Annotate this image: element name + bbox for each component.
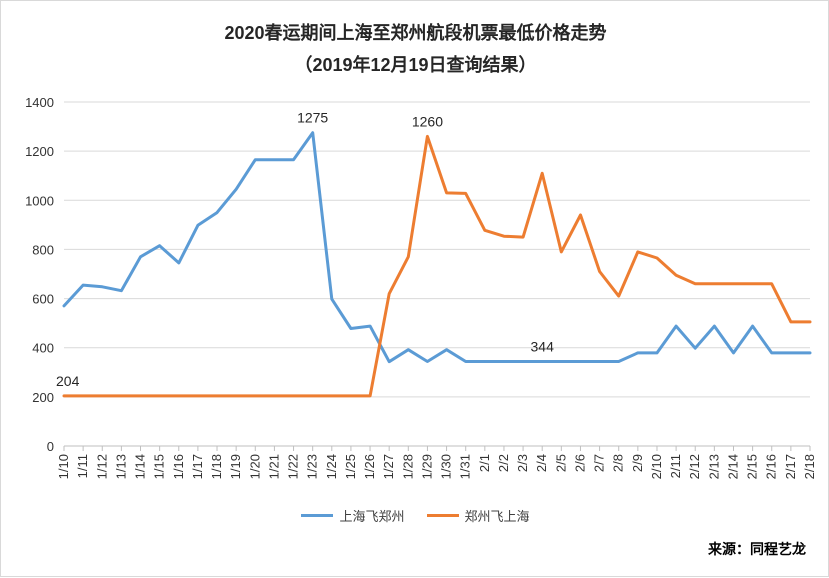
x-tick-label: 1/30 xyxy=(439,454,454,479)
x-tick-label: 1/25 xyxy=(343,454,358,479)
x-tick-label: 1/27 xyxy=(381,454,396,479)
x-tick-label: 1/17 xyxy=(190,454,205,479)
x-tick-label: 1/19 xyxy=(228,454,243,479)
x-tick-label: 2/18 xyxy=(802,454,817,479)
data-label: 204 xyxy=(56,373,80,389)
x-tick-label: 1/22 xyxy=(286,454,301,479)
x-tick-label: 2/6 xyxy=(572,454,587,472)
series-lines xyxy=(64,133,810,396)
data-label: 1275 xyxy=(297,110,328,126)
y-tick-label: 1200 xyxy=(25,144,54,159)
x-tick-label: 2/10 xyxy=(649,454,664,479)
y-tick-label: 600 xyxy=(32,292,54,307)
x-tick-label: 1/13 xyxy=(113,454,128,479)
x-tick-label: 1/14 xyxy=(133,454,148,479)
legend-item-zhengzhou-shanghai[interactable]: 郑州飞上海 xyxy=(427,506,530,525)
x-tick-label: 1/26 xyxy=(362,454,377,479)
legend-item-shanghai-zhengzhou[interactable]: 上海飞郑州 xyxy=(301,506,404,525)
x-tick-label: 2/2 xyxy=(496,454,511,472)
x-tick-label: 1/12 xyxy=(94,454,109,479)
x-tick-label: 2/11 xyxy=(668,454,683,478)
x-tick-label: 1/16 xyxy=(171,454,186,479)
x-tick-label: 1/10 xyxy=(56,454,71,479)
y-tick-label: 1000 xyxy=(25,193,54,208)
x-tick-label: 2/12 xyxy=(687,454,702,479)
x-tick-label: 2/7 xyxy=(592,454,607,472)
x-tick-label: 2/14 xyxy=(725,454,740,479)
x-tick-label: 2/8 xyxy=(611,454,626,472)
x-tick-label: 2/9 xyxy=(630,454,645,472)
x-tick-label: 2/4 xyxy=(534,454,549,472)
x-tick-label: 1/31 xyxy=(458,454,473,479)
legend-swatch xyxy=(427,514,459,517)
x-tick-label: 1/15 xyxy=(152,454,167,479)
y-axis-ticks: 0 200 400 600 800 1000 1200 1400 xyxy=(25,95,54,454)
x-tick-label: 2/1 xyxy=(477,454,492,472)
x-tick-label: 1/18 xyxy=(209,454,224,479)
x-tick-label: 2/5 xyxy=(553,454,568,472)
x-tick-label: 2/3 xyxy=(515,454,530,472)
y-tick-label: 1400 xyxy=(25,95,54,110)
source-note: 来源：同程艺龙 xyxy=(708,539,806,559)
x-tick-label: 1/20 xyxy=(247,454,262,479)
data-label: 344 xyxy=(531,338,555,354)
legend-swatch xyxy=(301,514,333,517)
y-tick-label: 400 xyxy=(32,341,54,356)
y-tick-label: 0 xyxy=(47,439,54,454)
y-tick-label: 200 xyxy=(32,390,54,405)
x-tick-label: 2/17 xyxy=(783,454,798,479)
x-tick-label: 2/15 xyxy=(745,454,760,479)
x-tick-label: 1/24 xyxy=(324,454,339,479)
x-axis-ticks: 1/10 1/11 1/12 1/13 1/14 1/15 1/16 1/17 1/18 1/19… xyxy=(56,446,817,479)
x-tick-label: 1/11 xyxy=(75,454,90,478)
legend: 上海飞郑州 郑州飞上海 xyxy=(1,506,829,525)
legend-label: 上海飞郑州 xyxy=(339,506,404,525)
y-tick-label: 800 xyxy=(32,242,54,257)
x-tick-label: 1/23 xyxy=(305,454,320,479)
legend-label: 郑州飞上海 xyxy=(465,506,530,525)
x-tick-label: 1/29 xyxy=(419,454,434,479)
x-tick-label: 1/21 xyxy=(266,454,281,479)
x-tick-label: 1/28 xyxy=(400,454,415,479)
x-tick-label: 2/16 xyxy=(764,454,779,479)
data-label: 1260 xyxy=(412,113,443,129)
x-tick-label: 2/13 xyxy=(706,454,721,479)
